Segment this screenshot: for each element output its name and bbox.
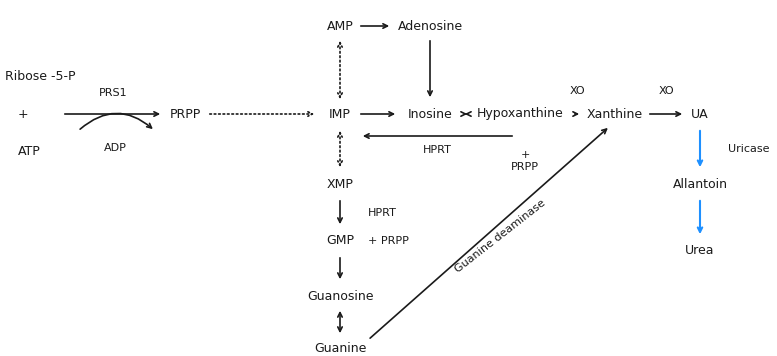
Text: Guanine: Guanine: [314, 341, 366, 355]
Text: ADP: ADP: [103, 143, 127, 153]
Text: Inosine: Inosine: [408, 108, 452, 120]
Text: Adenosine: Adenosine: [398, 20, 462, 32]
Text: Allantoin: Allantoin: [673, 178, 727, 190]
Text: XMP: XMP: [326, 178, 354, 190]
Text: Guanine deaminase: Guanine deaminase: [453, 198, 547, 274]
Text: Urea: Urea: [685, 245, 715, 257]
Text: HPRT: HPRT: [368, 208, 397, 218]
Text: XO: XO: [658, 86, 674, 96]
Text: +
PRPP: + PRPP: [511, 150, 539, 172]
Text: Ribose -5-P: Ribose -5-P: [5, 69, 75, 83]
Text: IMP: IMP: [329, 108, 351, 120]
Text: PRPP: PRPP: [169, 108, 200, 120]
Text: Hypoxanthine: Hypoxanthine: [476, 108, 563, 120]
Text: PRS1: PRS1: [99, 88, 127, 98]
Text: + PRPP: + PRPP: [368, 236, 409, 246]
Text: +: +: [18, 108, 29, 120]
Text: AMP: AMP: [326, 20, 354, 32]
Text: ATP: ATP: [18, 145, 40, 157]
Text: HPRT: HPRT: [423, 145, 452, 155]
Text: XO: XO: [570, 86, 585, 96]
Text: Xanthine: Xanthine: [587, 108, 643, 120]
Text: Uricase: Uricase: [728, 144, 769, 154]
Text: GMP: GMP: [326, 235, 354, 247]
Text: UA: UA: [692, 108, 709, 120]
Text: Guanosine: Guanosine: [307, 289, 373, 303]
